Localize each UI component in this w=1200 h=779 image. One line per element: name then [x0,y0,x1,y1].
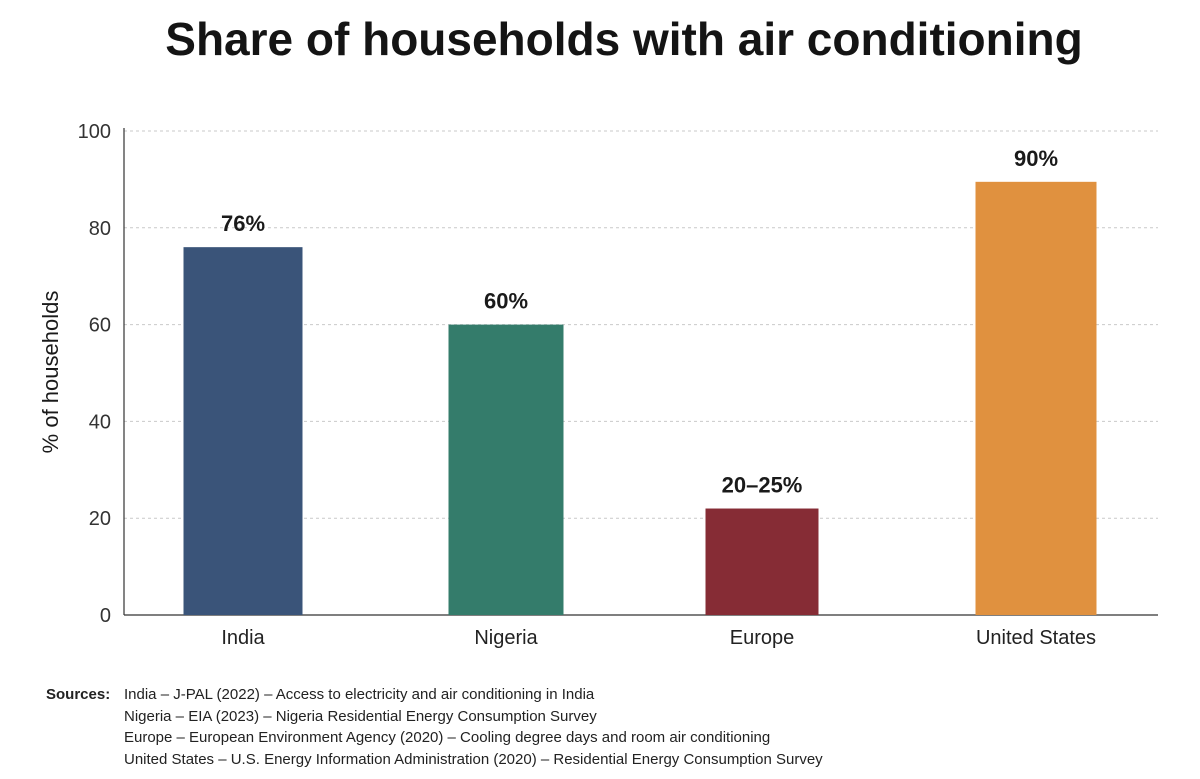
labels: 0 20 40 60 80 100 76% India 60% Nigeria 20–25% Euro… [78,121,1096,649]
y-tick-label-60: 60 [89,315,111,337]
data-label-united-states: 90% [1014,146,1058,171]
bar-nigeria [448,324,564,615]
y-tick-label-40: 40 [89,411,111,433]
x-tick-label-india: India [221,627,265,649]
chart-title: Share of households with air conditionin… [165,13,1083,65]
bar-india [183,247,303,615]
source-item-united-states: United States – U.S. Energy Information … [124,750,823,768]
data-label-europe: 20–25% [722,473,803,498]
x-tick-label-europe: Europe [730,627,795,649]
x-tick-label-nigeria: Nigeria [474,627,538,649]
y-tick-label-80: 80 [89,218,111,240]
source-item-india: India – J-PAL (2022) – Access to electri… [124,686,595,703]
bar-europe [705,508,819,615]
sources-label: Sources: [46,686,111,703]
source-item-europe: Europe – European Environment Agency (20… [124,729,771,746]
source-item-nigeria: Nigeria – EIA (2023) – Nigeria Residenti… [124,707,597,725]
gridlines [124,130,1158,519]
y-axis-title: % of households [38,291,63,454]
y-tick-label-20: 20 [89,508,111,530]
data-label-india: 76% [221,211,265,236]
y-tick-label-0: 0 [100,605,111,627]
y-tick-label-100: 100 [78,121,111,143]
data-label-nigeria: 60% [484,289,528,314]
bar-chart: 0 20 40 60 80 100 76% India 60% Nigeria 20–25% Euro… [38,121,1158,649]
bars [183,181,1097,615]
sources-list: India – J-PAL (2022) – Access to electri… [124,684,823,770]
x-tick-label-united-states: United States [976,627,1096,649]
bar-united-states [975,181,1097,615]
